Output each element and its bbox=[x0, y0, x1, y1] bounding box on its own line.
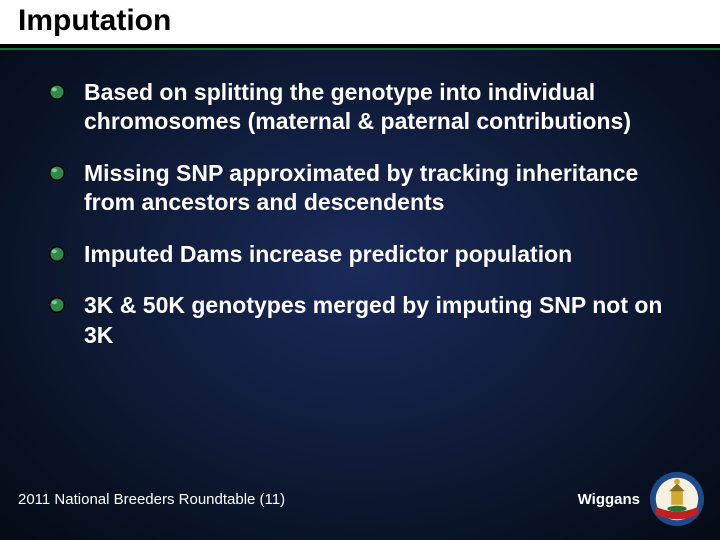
footer-left-text: 2011 National Breeders Roundtable (11) bbox=[18, 491, 285, 508]
bullet-icon bbox=[48, 164, 66, 182]
content-area: Based on splitting the genotype into ind… bbox=[0, 50, 720, 350]
bullet-item: Imputed Dams increase predictor populati… bbox=[48, 240, 680, 269]
organization-logo-icon bbox=[648, 470, 706, 528]
bullet-text: Missing SNP approximated by tracking inh… bbox=[84, 159, 680, 218]
bullet-item: Based on splitting the genotype into ind… bbox=[48, 78, 680, 137]
title-bar: Imputation bbox=[0, 0, 720, 48]
bullet-item: Missing SNP approximated by tracking inh… bbox=[48, 159, 680, 218]
slide-title: Imputation bbox=[18, 4, 702, 38]
bullet-text: Based on splitting the genotype into ind… bbox=[84, 78, 680, 137]
bullet-icon bbox=[48, 296, 66, 314]
bullet-item: 3K & 50K genotypes merged by imputing SN… bbox=[48, 291, 680, 350]
bullet-text: Imputed Dams increase predictor populati… bbox=[84, 240, 572, 269]
bullet-icon bbox=[48, 245, 66, 263]
bullet-icon bbox=[48, 83, 66, 101]
footer-right: Wiggans bbox=[578, 470, 706, 528]
author-name: Wiggans bbox=[578, 491, 640, 508]
footer: 2011 National Breeders Roundtable (11) W… bbox=[0, 470, 720, 528]
bullet-text: 3K & 50K genotypes merged by imputing SN… bbox=[84, 291, 680, 350]
